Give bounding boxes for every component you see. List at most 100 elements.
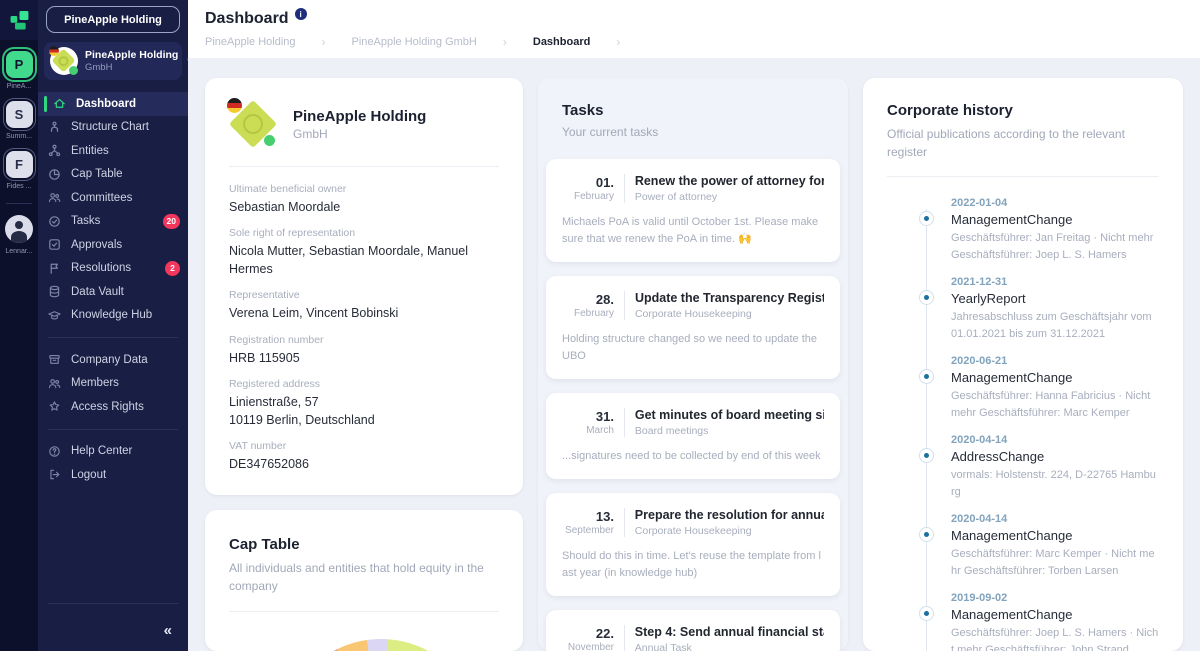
primary-nav: Dashboard Structure Chart Entities Cap T… — [38, 92, 188, 327]
workspace-label: Summ... — [5, 133, 33, 140]
fides-logo-icon — [10, 10, 28, 29]
divider — [624, 174, 625, 203]
timeline-dot-icon — [919, 527, 934, 542]
rail-divider — [6, 203, 32, 204]
sidebar-item-committees[interactable]: Committees — [38, 186, 188, 210]
company-card-name: PineApple Holding — [293, 107, 427, 125]
field-representative: Representative Verena Leim, Vincent Bobi… — [229, 289, 399, 321]
history-entry[interactable]: 2020-06-21 ManagementChange Geschäftsfüh… — [887, 355, 1159, 421]
sidebar-divider — [48, 337, 178, 338]
task-item[interactable]: 22. November Step 4: Send annual financia… — [546, 610, 840, 651]
timeline-dot-icon — [919, 606, 934, 621]
history-entry[interactable]: 2022-01-04 ManagementChange Geschäftsfüh… — [887, 197, 1159, 263]
sidebar-divider — [48, 428, 178, 430]
user-label: Lennar... — [5, 248, 33, 255]
task-item[interactable]: 28. February Update the Transparency Regi… — [546, 276, 840, 380]
sidebar-item-help-center[interactable]: Help Center — [38, 440, 188, 464]
sidebar-item-company-data[interactable]: Company Data — [38, 348, 188, 372]
timeline-dot-icon — [919, 290, 934, 305]
check-square-icon — [47, 237, 62, 252]
workspace-label: Fides ... — [6, 183, 32, 190]
sidebar-item-dashboard[interactable]: Dashboard — [38, 92, 188, 116]
chevron-right-icon: › — [502, 35, 507, 49]
divider — [624, 625, 625, 651]
footer-nav: Help Center Logout — [38, 440, 188, 487]
tasks-card: Tasks Your current tasks 01. February Ren… — [538, 78, 848, 651]
divider — [229, 611, 499, 612]
task-item[interactable]: 01. February Renew the power of attorney … — [546, 159, 840, 263]
sidebar-item-knowledge-hub[interactable]: Knowledge Hub — [38, 304, 188, 328]
resolutions-badge: 2 — [165, 260, 180, 276]
sidebar-item-approvals[interactable]: Approvals — [38, 233, 188, 257]
sidebar: PineApple Holding PineApple Holding GmbH… — [38, 0, 194, 651]
members-icon — [47, 376, 62, 391]
org-switcher-button[interactable]: PineApple Holding — [46, 6, 180, 33]
brand-logo[interactable] — [0, 0, 38, 40]
task-item[interactable]: 13. September Prepare the resolution for … — [546, 493, 840, 597]
workspace-item-pineapple[interactable]: P PineA... — [5, 51, 33, 90]
cap-table-donut-chart[interactable] — [282, 639, 480, 651]
pie-chart-icon — [47, 167, 62, 182]
sidebar-item-entities[interactable]: Entities — [38, 139, 188, 163]
archive-icon — [47, 352, 62, 367]
user-avatar-item[interactable]: Lennar... — [5, 215, 33, 255]
company-logo-large — [227, 98, 278, 149]
breadcrumb-current: Dashboard — [532, 36, 591, 48]
sidebar-item-logout[interactable]: Logout — [38, 463, 188, 487]
sidebar-item-cap-table[interactable]: Cap Table — [38, 163, 188, 187]
germany-flag-icon — [227, 98, 242, 113]
company-legal-form: GmbH — [85, 61, 113, 73]
field-registered-address: Registered address Linienstraße, 57 1011… — [229, 377, 375, 427]
history-entry[interactable]: 2021-12-31 YearlyReport Jahresabschluss … — [887, 276, 1159, 342]
knowledge-hub-icon — [47, 308, 62, 323]
field-ubo: Ultimate beneficial owner Sebastian Moor… — [229, 183, 347, 214]
users-icon — [47, 190, 62, 205]
sidebar-item-access-rights[interactable]: Access Rights — [38, 395, 188, 419]
company-card-legal-form: GmbH — [293, 126, 328, 141]
tasks-subtitle: Your current tasks — [562, 125, 659, 139]
breadcrumb-company[interactable]: PineApple Holding GmbH — [351, 36, 477, 48]
tasks-badge: 20 — [162, 213, 180, 229]
germany-flag-icon — [49, 46, 59, 56]
cap-table-subtitle: All individuals and entities that hold e… — [229, 561, 484, 593]
corporate-history-card: Corporate history Official publications … — [863, 78, 1183, 651]
entities-icon — [47, 143, 62, 158]
history-entry[interactable]: 2020-04-14 AddressChange vormals: Holste… — [887, 434, 1159, 500]
sidebar-item-data-vault[interactable]: Data Vault — [38, 280, 188, 304]
divider — [624, 508, 625, 538]
help-icon — [47, 444, 62, 459]
company-info-card: PineApple Holding GmbH Ultimate benefici… — [205, 78, 523, 495]
workspace-rail: P PineA... S Summ... F Fides ... Lennar.… — [0, 0, 38, 651]
structure-chart-icon — [47, 120, 62, 135]
check-circle-icon — [47, 214, 62, 229]
logout-icon — [47, 467, 62, 482]
sidebar-divider — [48, 603, 178, 604]
timeline-dot-icon — [919, 369, 934, 384]
sidebar-item-members[interactable]: Members — [38, 372, 188, 396]
field-sole-representation: Sole right of representation Nicola Mutt… — [229, 227, 469, 277]
workspace-item-fides[interactable]: F Fides ... — [5, 151, 33, 190]
page-title: Dashboard — [205, 10, 289, 27]
info-icon[interactable]: i — [294, 8, 307, 20]
sidebar-item-resolutions[interactable]: Resolutions 2 — [38, 257, 188, 281]
workspace-avatar: F — [5, 151, 33, 178]
task-item[interactable]: 31.March Get minutes of board meeting si… — [546, 393, 840, 480]
field-registration-number: Registration number HRB 115905 — [229, 333, 324, 365]
sidebar-item-structure-chart[interactable]: Structure Chart — [38, 116, 188, 140]
database-icon — [47, 284, 62, 299]
company-selector[interactable]: PineApple Holding GmbH ▼ — [44, 42, 194, 80]
history-entry[interactable]: 2020-04-14 ManagementChange Geschäftsfüh… — [887, 513, 1159, 579]
secondary-nav: Company Data Members Access Rights — [38, 348, 188, 419]
breadcrumb: PineApple Holding › PineApple Holding Gm… — [205, 35, 1200, 49]
collapse-sidebar-button[interactable]: « — [163, 622, 172, 639]
cap-table-title: Cap Table — [229, 536, 300, 553]
breadcrumb-org[interactable]: PineApple Holding — [205, 36, 296, 48]
history-entry[interactable]: 2019-09-02 ManagementChange Geschäftsfüh… — [887, 592, 1159, 651]
workspace-item-summ[interactable]: S Summ... — [5, 101, 33, 140]
sidebar-item-tasks[interactable]: Tasks 20 — [38, 210, 188, 234]
cap-table-card: Cap Table All individuals and entities t… — [205, 510, 523, 651]
divider — [229, 166, 499, 167]
content-area: Dashboard i PineApple Holding › PineAppl… — [188, 0, 1200, 651]
star-icon — [47, 399, 62, 414]
